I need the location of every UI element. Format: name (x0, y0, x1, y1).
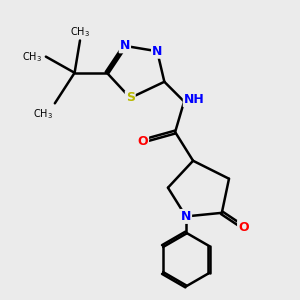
Text: NH: NH (184, 93, 205, 106)
Text: CH$_3$: CH$_3$ (70, 25, 90, 39)
Text: N: N (152, 45, 162, 58)
Text: N: N (120, 39, 130, 52)
Text: CH$_3$: CH$_3$ (33, 107, 53, 121)
Text: S: S (126, 92, 135, 104)
Text: O: O (238, 221, 249, 234)
Text: CH$_3$: CH$_3$ (22, 50, 42, 64)
Text: O: O (137, 134, 148, 148)
Text: N: N (181, 210, 191, 223)
